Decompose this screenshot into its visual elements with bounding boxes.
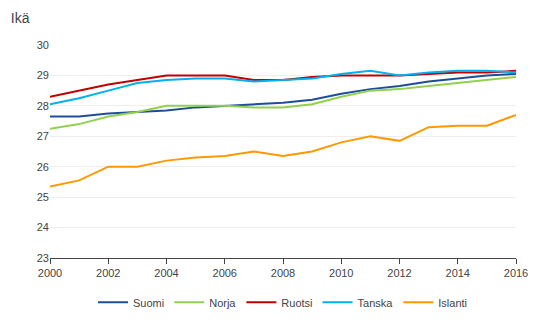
svg-text:2016: 2016 [504, 267, 528, 279]
svg-text:Islanti: Islanti [438, 297, 467, 309]
svg-text:Tanska: Tanska [358, 297, 394, 309]
svg-text:Norja: Norja [209, 297, 236, 309]
svg-text:25: 25 [37, 191, 49, 203]
svg-text:28: 28 [37, 100, 49, 112]
svg-text:2012: 2012 [387, 267, 411, 279]
svg-text:23: 23 [37, 252, 49, 264]
svg-text:2000: 2000 [38, 267, 62, 279]
svg-text:2014: 2014 [446, 267, 470, 279]
svg-text:27: 27 [37, 130, 49, 142]
svg-text:26: 26 [37, 161, 49, 173]
svg-text:24: 24 [37, 221, 49, 233]
svg-text:29: 29 [37, 69, 49, 81]
svg-text:Suomi: Suomi [133, 297, 164, 309]
svg-text:2008: 2008 [271, 267, 295, 279]
svg-text:Ruotsi: Ruotsi [281, 297, 312, 309]
svg-text:2006: 2006 [213, 267, 237, 279]
svg-text:Ikä: Ikä [11, 10, 30, 26]
svg-text:30: 30 [37, 39, 49, 51]
svg-text:2010: 2010 [329, 267, 353, 279]
svg-text:2004: 2004 [154, 267, 178, 279]
svg-text:2002: 2002 [96, 267, 120, 279]
